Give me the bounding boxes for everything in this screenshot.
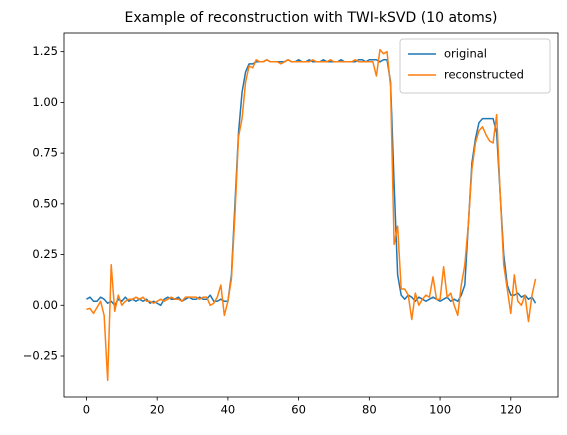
data-line bbox=[86, 48, 537, 382]
y-tick-label: 0.00 bbox=[32, 298, 58, 312]
y-tick-label: −0.25 bbox=[23, 349, 58, 363]
legend-label: original bbox=[444, 47, 487, 61]
x-tick-label: 0 bbox=[83, 403, 90, 417]
x-tick-label: 100 bbox=[429, 403, 451, 417]
x-tick-label: 60 bbox=[291, 403, 306, 417]
plot-frame bbox=[63, 32, 559, 398]
y-tick-label: 0.75 bbox=[32, 146, 58, 160]
y-tick-label: 0.50 bbox=[32, 196, 58, 210]
x-tick-label: 120 bbox=[500, 403, 522, 417]
data-line bbox=[86, 59, 537, 307]
legend-box bbox=[399, 38, 551, 94]
y-tick-label: 1.25 bbox=[32, 44, 58, 58]
y-tick-label: 0.25 bbox=[32, 247, 58, 261]
x-tick-label: 40 bbox=[221, 403, 236, 417]
chart-title: Example of reconstruction with TWI-kSVD … bbox=[125, 10, 498, 26]
legend-label: reconstructed bbox=[444, 68, 524, 82]
x-tick-label: 80 bbox=[362, 403, 377, 417]
x-tick-label: 20 bbox=[150, 403, 165, 417]
y-tick-label: 1.00 bbox=[32, 95, 58, 109]
